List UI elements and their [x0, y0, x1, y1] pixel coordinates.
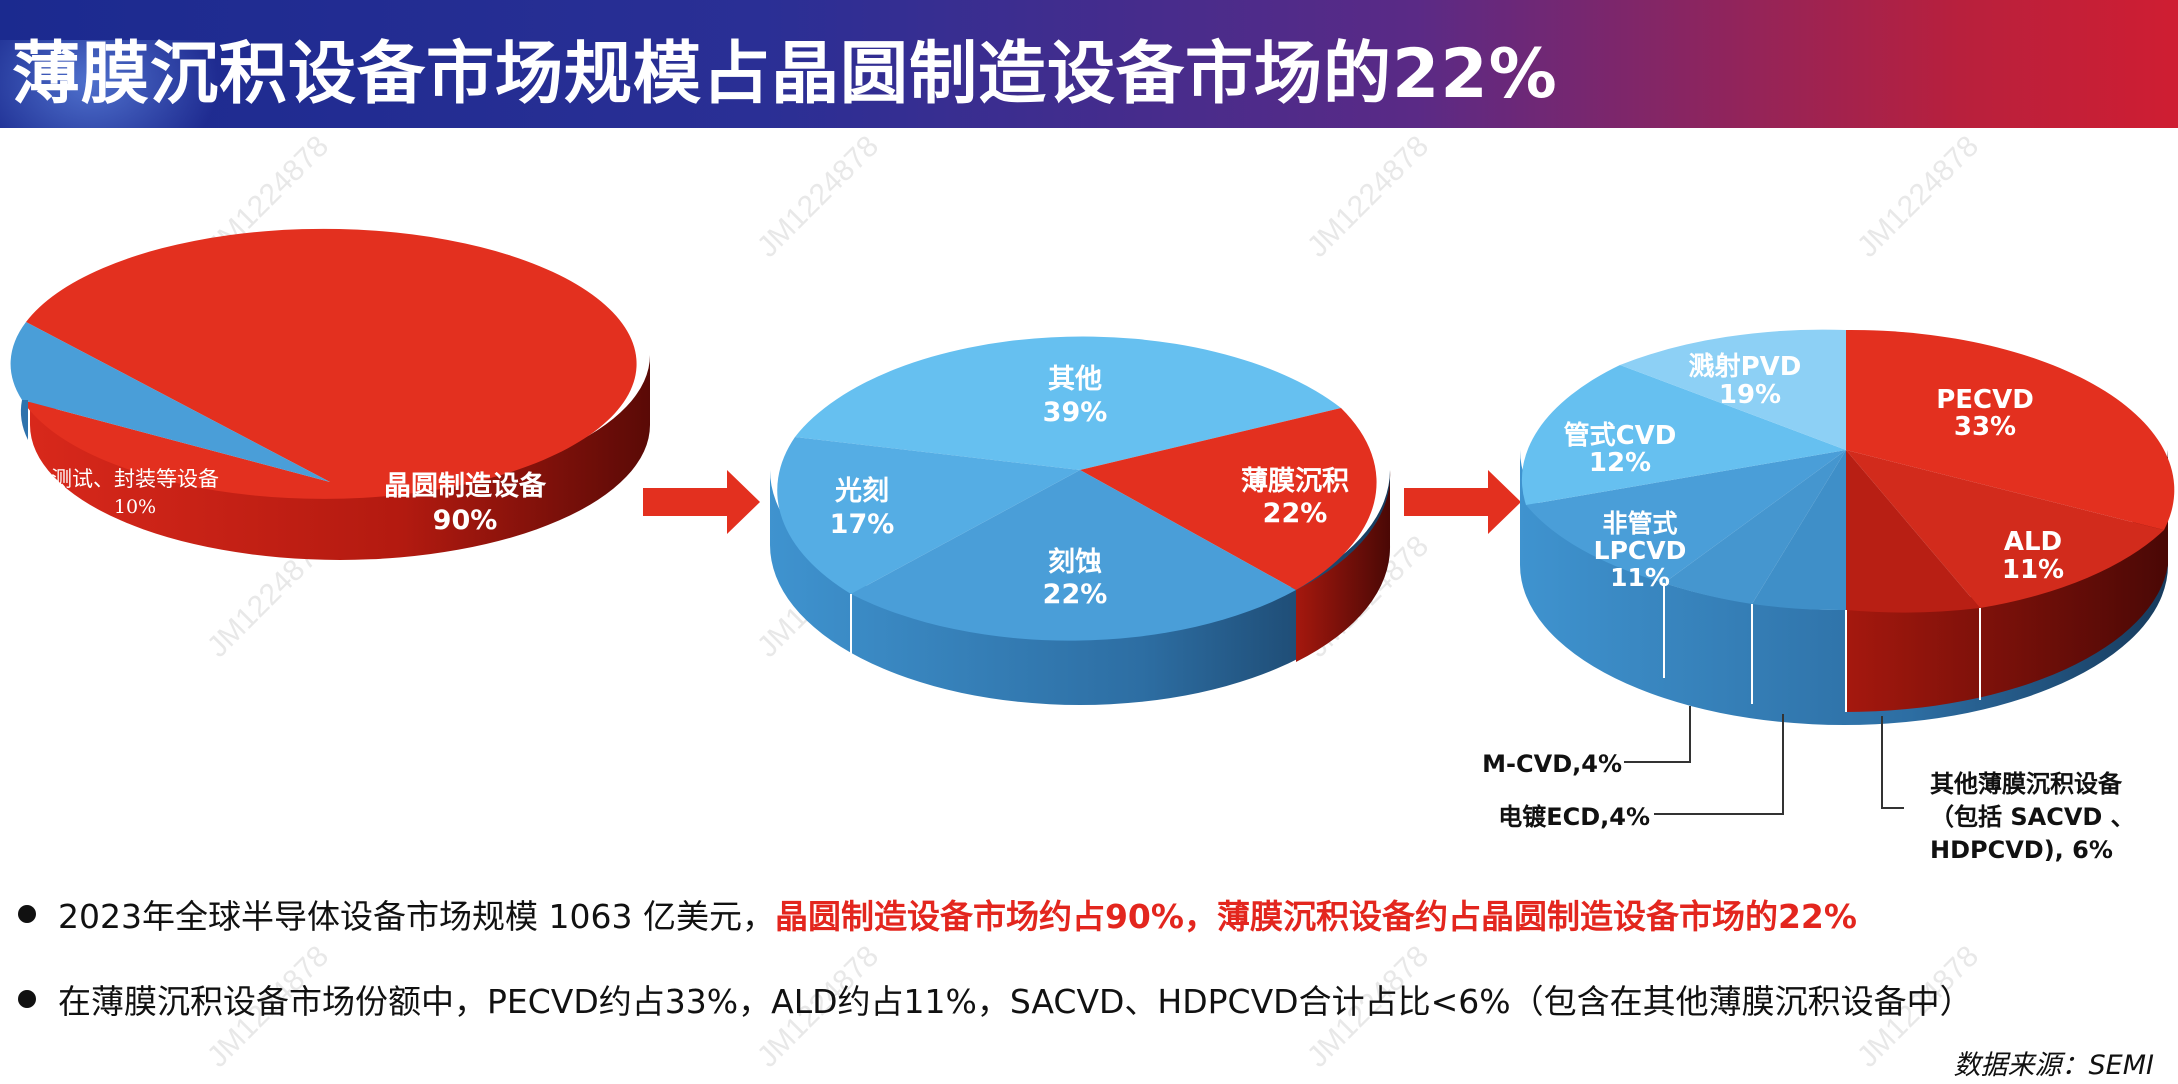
callout-label-other-thin-film: HDPCVD), 6%: [1930, 836, 2113, 864]
slice-label: 非管式: [1602, 509, 1677, 538]
pie-slice-tube-cvd: [1521, 365, 1846, 505]
pie-slice-ald: [1846, 450, 2164, 608]
slice-label: 刻蚀: [1048, 546, 1102, 578]
slice-value-label: 11%: [2002, 555, 2064, 585]
source-note: 数据来源：SEMI: [1953, 1050, 2154, 1081]
bullet-highlight-text: 晶圆制造设备市场约占90%，薄膜沉积设备约占晶圆制造设备市场的22%: [774, 897, 1857, 936]
slice-label: ALD: [2004, 527, 2062, 557]
pie-slice-wafer-manufacturing: [22, 228, 637, 499]
callout-label-other-thin-film: 其他薄膜沉积设备: [1930, 770, 2123, 798]
slice-value-label: 19%: [1719, 380, 1781, 410]
callout-label-other-thin-film: （包括 SACVD 、: [1930, 803, 2135, 831]
pie-slice-thin-film-deposition: [1080, 408, 1377, 590]
slice-value-label: 12%: [1589, 448, 1651, 478]
slice-value-label: 22%: [1043, 579, 1108, 610]
pie-slice-other-thin-film: [1846, 450, 1980, 613]
pie-slice-non-tube-lpcvd: [1526, 450, 1846, 583]
bullet-dot-icon: [18, 990, 36, 1008]
pie-side-red: [1846, 450, 2168, 712]
bullet-point: 2023年全球半导体设备市场规模 1063 亿美元， 晶圆制造设备市场约占90%…: [18, 890, 1857, 938]
pie-side-wall: [30, 355, 650, 560]
pie-side-test-packaging: [20, 400, 28, 440]
bullet-text: 在薄膜沉积设备市场份额中，PECVD约占33%，ALD约占11%，SACVD、H…: [58, 982, 1973, 1021]
bullet-dot-icon: [18, 905, 36, 923]
callout-line-other-thin-film: [1881, 716, 1904, 809]
slice-value-label: 11%: [1610, 563, 1670, 592]
slice-label: PECVD: [1936, 385, 2034, 415]
slice-label: 管式CVD: [1564, 421, 1677, 451]
pie-side-thin-film: [1296, 470, 1391, 662]
pie-slice-pecvd: [1846, 329, 2175, 530]
pie-slice-lithography: [777, 437, 1080, 594]
callout-line-mcvd: [1624, 706, 1691, 763]
pie-slice-test-packaging: [10, 322, 331, 482]
slice-label: LPCVD: [1594, 536, 1687, 565]
pie-slice-mcvd: [1664, 450, 1846, 604]
pie-chart-thin-film-breakdown: [1520, 329, 2175, 815]
slice-value-label: 90%: [433, 505, 498, 536]
slice-label: 薄膜沉积: [1241, 466, 1349, 497]
pie-slice-ecd: [1752, 450, 1846, 611]
bullet-point: 在薄膜沉积设备市场份额中，PECVD约占33%，ALD约占11%，SACVD、H…: [18, 975, 1973, 1023]
slice-value-label: 33%: [1954, 412, 2016, 442]
slice-value-label: 10%: [114, 496, 156, 518]
slice-label: 其他: [1048, 364, 1102, 395]
slice-label: 光刻: [834, 475, 889, 507]
page-title: 薄膜沉积设备市场规模占晶圆制造设备市场的22%: [12, 35, 1558, 114]
callout-label-ecd: 电镀ECD,4%: [1498, 803, 1650, 831]
slice-label: 晶圆制造设备: [384, 471, 547, 502]
slice-value-label: 17%: [830, 509, 895, 540]
pie-slice-etch: [851, 470, 1296, 641]
slice-value-label: 39%: [1043, 397, 1108, 428]
arrow-right-icon: [643, 470, 760, 534]
banner-decoration: [0, 40, 220, 128]
callout-label-mcvd: M-CVD,4%: [1482, 750, 1622, 778]
pie-slice-other: [795, 336, 1341, 470]
title-banner: 薄膜沉积设备市场规模占晶圆制造设备市场的22%: [0, 0, 2178, 128]
slice-label: 测试、封装等设备: [51, 467, 219, 491]
slice-value-label: 22%: [1263, 498, 1328, 529]
bullet-text: 2023年全球半导体设备市场规模 1063 亿美元，: [58, 897, 775, 936]
slice-label: 溅射PVD: [1689, 352, 1802, 382]
pie-side-wall: [770, 470, 1390, 705]
arrow-right-icon: [1404, 470, 1521, 534]
pie-chart-wafer-vs-test: [10, 228, 650, 560]
pie-slice-sputter-pvd: [1620, 329, 1846, 450]
pie-chart-wafer-equipment-breakdown: [770, 336, 1391, 705]
callout-line-ecd: [1654, 714, 1784, 815]
